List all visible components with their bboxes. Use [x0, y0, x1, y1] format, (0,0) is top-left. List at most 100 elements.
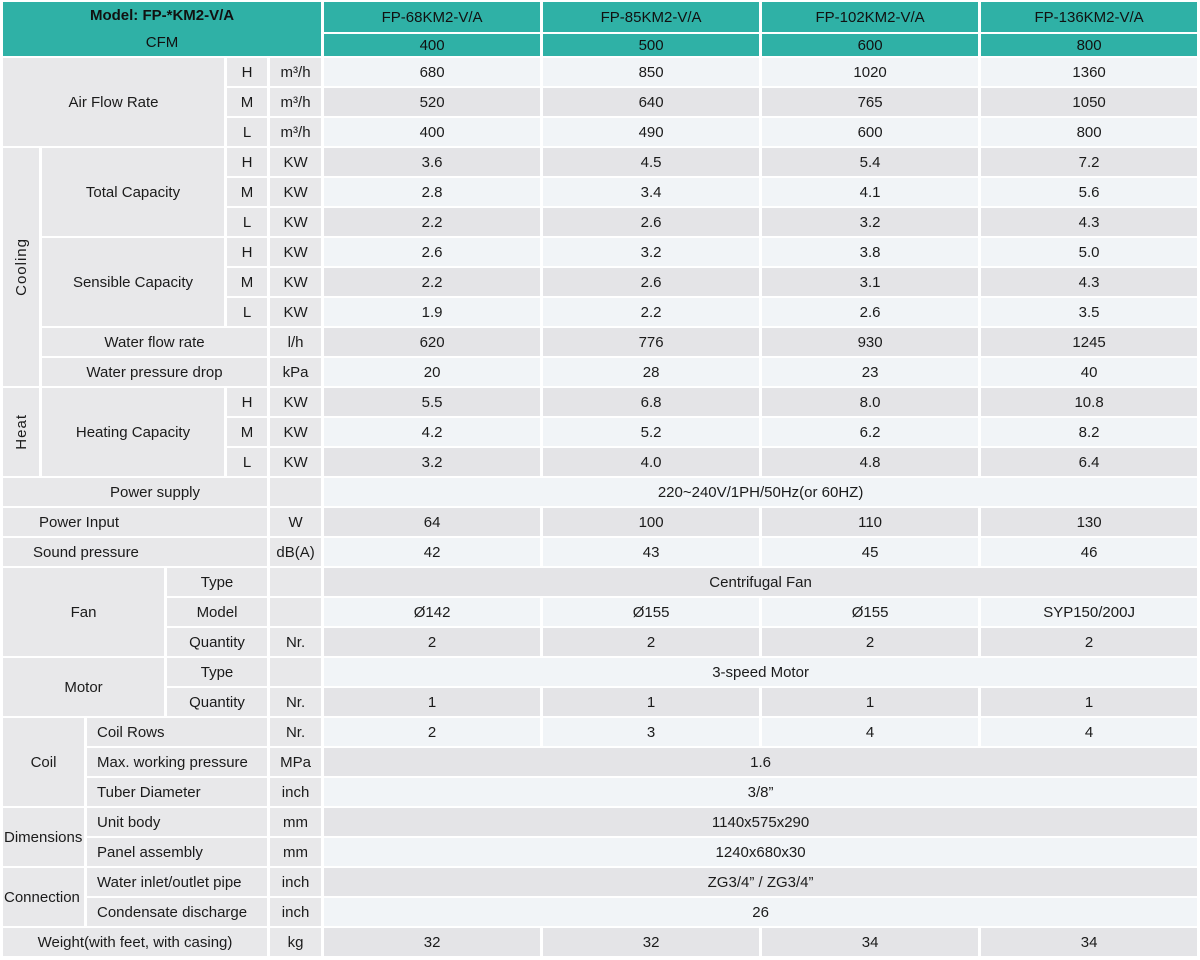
value-cell: 1360 — [981, 58, 1198, 86]
unit-cell — [270, 598, 322, 626]
row-label-fan-type: Type — [167, 568, 267, 596]
row-label-air-flow-rate: Air Flow Rate — [3, 58, 224, 146]
unit-cell: Nr. — [270, 628, 322, 656]
value-cell: 3.1 — [762, 268, 979, 296]
value-cell: 800 — [981, 118, 1198, 146]
unit-cell: W — [270, 508, 322, 536]
unit-cell: m³/h — [270, 88, 322, 116]
unit-cell: kg — [270, 928, 322, 956]
row-label-fan-model: Model — [167, 598, 267, 626]
row-label-condensate-discharge: Condensate discharge — [87, 898, 267, 926]
table-row: Power Input W 64 100 110 130 — [3, 508, 1198, 536]
value-cell-fan-type: Centrifugal Fan — [324, 568, 1198, 596]
table-row: M KW 4.2 5.2 6.2 8.2 — [3, 418, 1198, 446]
value-cell: 520 — [324, 88, 541, 116]
value-cell: 32 — [324, 928, 541, 956]
unit-cell — [270, 478, 322, 506]
table-row: Air Flow Rate H m³/h 680 850 1020 1360 — [3, 58, 1198, 146]
row-label-unit-body: Unit body — [87, 808, 267, 836]
value-cell-tube-diameter: 3/8” — [324, 778, 1198, 806]
speed-label: H — [227, 388, 267, 416]
value-cell: 1245 — [981, 328, 1198, 356]
value-cell: 2.6 — [543, 268, 760, 296]
unit-cell: inch — [270, 778, 322, 806]
value-cell: 6.4 — [981, 448, 1198, 476]
value-cell: 2 — [543, 628, 760, 656]
value-cell: SYP150/200J — [981, 598, 1198, 626]
unit-cell: dB(A) — [270, 538, 322, 566]
value-cell: 8.0 — [762, 388, 979, 416]
value-cell: 32 — [543, 928, 760, 956]
table-row: Condensate discharge inch 26 — [3, 898, 1198, 926]
unit-cell: mm — [270, 808, 322, 836]
value-cell: 110 — [762, 508, 979, 536]
value-cell: 34 — [762, 928, 979, 956]
cfm-value: 800 — [981, 34, 1198, 56]
value-cell: Ø155 — [762, 598, 979, 626]
table-row: Quantity Nr. 2 2 2 2 — [3, 628, 1198, 656]
table-row: Sound pressure dB(A) 42 43 45 46 — [3, 538, 1198, 566]
value-cell: 1.9 — [324, 298, 541, 326]
value-cell: 2 — [981, 628, 1198, 656]
value-cell: 2.2 — [324, 208, 541, 236]
value-cell: Ø155 — [543, 598, 760, 626]
cfm-value: 600 — [762, 34, 979, 56]
unit-cell: KW — [270, 298, 322, 326]
unit-cell: KW — [270, 238, 322, 266]
value-cell: 1 — [762, 688, 979, 716]
value-cell: 20 — [324, 358, 541, 386]
cfm-value: 500 — [543, 34, 760, 56]
value-cell: 6.2 — [762, 418, 979, 446]
value-cell: 765 — [762, 88, 979, 116]
value-cell: 5.6 — [981, 178, 1198, 206]
value-cell: 2.6 — [543, 208, 760, 236]
table-row: Dimensions Unit body mm 1140x575x290 — [3, 808, 1198, 866]
column-header-model-4: FP-136KM2-V/A — [981, 2, 1198, 32]
row-label-sound-pressure: Sound pressure — [3, 538, 267, 566]
table-row: Panel assembly mm 1240x680x30 — [3, 838, 1198, 866]
value-cell: 5.5 — [324, 388, 541, 416]
table-row: L KW 3.2 4.0 4.8 6.4 — [3, 448, 1198, 476]
value-cell-motor-type: 3-speed Motor — [324, 658, 1198, 686]
value-cell: Ø142 — [324, 598, 541, 626]
value-cell: 5.0 — [981, 238, 1198, 266]
value-cell: 3.4 — [543, 178, 760, 206]
column-header-model-1: FP-68KM2-V/A — [324, 2, 541, 32]
table-row: L m³/h 400 490 600 800 — [3, 118, 1198, 146]
header-row-cfm: 400 500 600 800 — [3, 34, 1198, 56]
value-cell: 2 — [762, 628, 979, 656]
model-series-label: Model: FP-*KM2-V/A — [89, 7, 235, 24]
value-cell: 4 — [762, 718, 979, 746]
value-cell: 1050 — [981, 88, 1198, 116]
value-cell: 34 — [981, 928, 1198, 956]
unit-cell: Nr. — [270, 688, 322, 716]
value-cell: 5.2 — [543, 418, 760, 446]
speed-label: M — [227, 418, 267, 446]
value-cell: 490 — [543, 118, 760, 146]
table-row: Fan Type Centrifugal Fan — [3, 568, 1198, 656]
value-cell: 8.2 — [981, 418, 1198, 446]
value-cell: 2.6 — [324, 238, 541, 266]
header-row-models: Model: FP-*KM2-V/A CFM FP-68KM2-V/A FP-8… — [3, 2, 1198, 56]
value-cell: 4 — [981, 718, 1198, 746]
value-cell: 930 — [762, 328, 979, 356]
value-cell: 2.2 — [324, 268, 541, 296]
table-row: Water flow rate l/h 620 776 930 1245 — [3, 328, 1198, 356]
unit-cell: MPa — [270, 748, 322, 776]
value-cell-water-pipe: ZG3/4” / ZG3/4” — [324, 868, 1198, 896]
value-cell: 2 — [324, 718, 541, 746]
section-label-motor: Motor — [3, 658, 164, 716]
speed-label: M — [227, 268, 267, 296]
value-cell: 5.4 — [762, 148, 979, 176]
value-cell: 2.2 — [543, 298, 760, 326]
table-row: Power supply 220~240V/1PH/50Hz(or 60HZ) — [3, 478, 1198, 506]
unit-cell: KW — [270, 148, 322, 176]
unit-cell — [270, 658, 322, 686]
unit-cell: KW — [270, 178, 322, 206]
value-cell: 2.8 — [324, 178, 541, 206]
value-cell: 3.8 — [762, 238, 979, 266]
value-cell: 1020 — [762, 58, 979, 86]
row-label-heating-capacity: Heating Capacity — [42, 388, 224, 476]
